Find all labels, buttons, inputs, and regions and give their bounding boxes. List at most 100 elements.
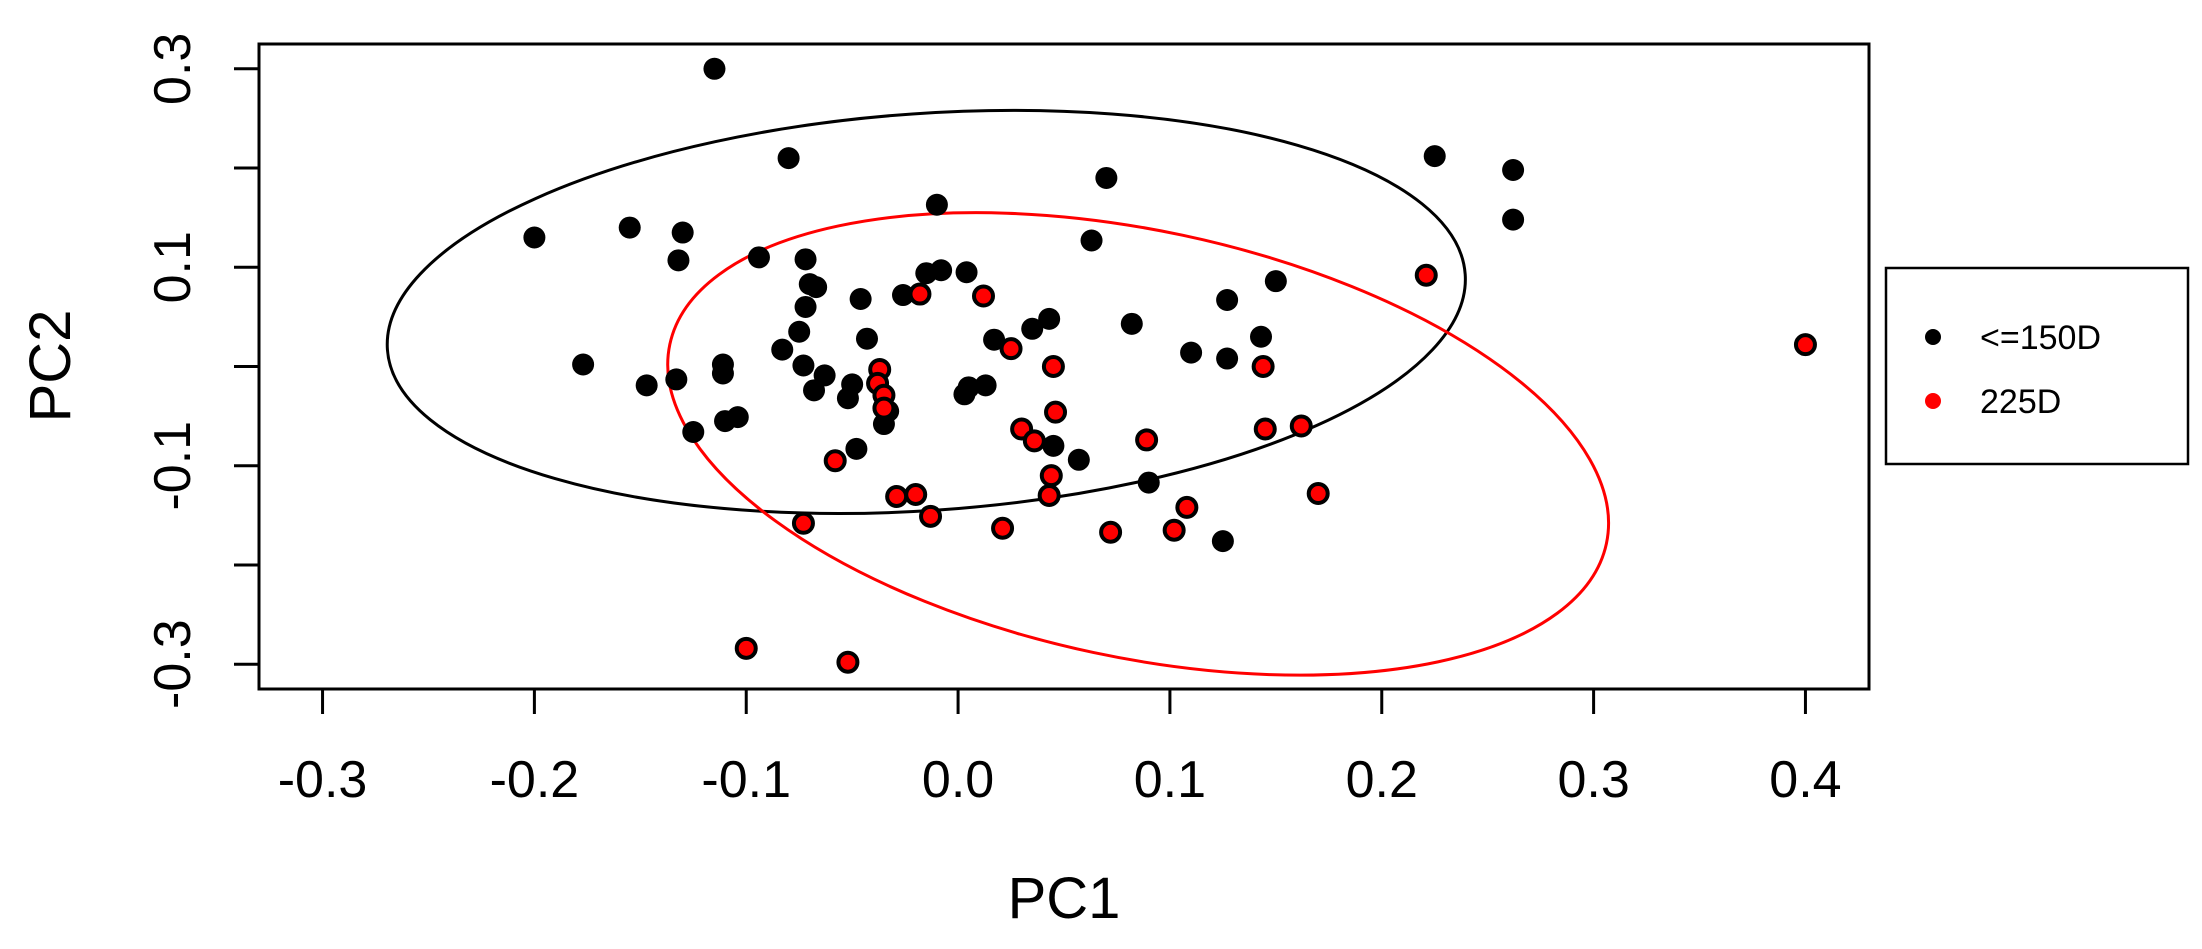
data-point-225d (999, 337, 1023, 361)
data-point-225d (1041, 355, 1065, 378)
x-tick-label: 0.1 (1134, 751, 1206, 809)
data-point-225d (1414, 263, 1438, 287)
data-point-225d (1306, 482, 1330, 506)
legend: <=150D 225D (1884, 266, 2190, 466)
data-point-le150d (667, 249, 690, 272)
y-tick-label: -0.3 (144, 619, 202, 709)
data-point-le150d (1021, 317, 1044, 340)
data-point-le150d (711, 353, 734, 376)
data-point-225d (1251, 355, 1275, 378)
data-point-225d (991, 516, 1015, 540)
legend-label-225d: 225D (1980, 383, 2061, 421)
data-point-225d (734, 636, 758, 660)
data-point-225d (1022, 429, 1046, 453)
data-point-le150d (1038, 307, 1061, 330)
data-point-225d (1793, 333, 1817, 357)
data-point-le150d (836, 387, 859, 410)
data-point-le150d (803, 379, 826, 402)
data-point-le150d (771, 338, 794, 361)
legend-marker-le150d (1925, 329, 1941, 345)
points-layer (523, 57, 1817, 674)
x-tick-label: 0.4 (1769, 751, 1841, 809)
data-point-le150d (1120, 312, 1143, 335)
confidence-ellipse-225d (666, 211, 1611, 677)
data-point-le150d (1180, 341, 1203, 364)
y-tick-label: 0.1 (144, 231, 202, 303)
data-point-le150d (726, 406, 749, 429)
x-tick-label: -0.3 (278, 751, 368, 809)
data-point-le150d (635, 374, 658, 397)
data-point-225d (791, 511, 815, 535)
data-point-le150d (1216, 289, 1239, 312)
data-point-le150d (1250, 325, 1273, 348)
x-axis-title: PC1 (1008, 866, 1121, 931)
data-point-le150d (1095, 166, 1118, 189)
x-tick-label: -0.1 (701, 751, 791, 809)
data-point-le150d (925, 193, 948, 216)
data-point-le150d (1502, 159, 1525, 182)
data-point-225d (908, 282, 932, 306)
data-point-225d (1289, 414, 1313, 438)
y-tick-label: -0.1 (144, 421, 202, 511)
x-tick-label: 0.0 (922, 751, 994, 809)
data-point-225d (1135, 428, 1159, 452)
data-point-le150d (792, 354, 815, 377)
data-point-225d (972, 284, 995, 308)
data-point-le150d (1264, 270, 1287, 293)
data-point-225d (836, 650, 860, 674)
data-point-le150d (671, 221, 694, 244)
data-point-le150d (703, 57, 726, 80)
data-point-225d (1253, 417, 1277, 441)
data-point-le150d (805, 276, 828, 299)
data-point-le150d (930, 259, 953, 282)
y-axis: -0.3 -0.1 0.1 0.3 (144, 33, 261, 709)
data-point-le150d (665, 368, 688, 391)
data-point-225d (904, 483, 928, 507)
data-point-le150d (872, 413, 895, 436)
data-point-le150d (855, 327, 878, 350)
data-point-le150d (849, 288, 872, 311)
x-tick-label: 0.3 (1557, 751, 1629, 809)
data-point-le150d (983, 328, 1006, 351)
data-point-le150d (1216, 347, 1239, 370)
data-point-le150d (572, 353, 595, 376)
data-point-le150d (747, 246, 770, 269)
data-point-le150d (1067, 448, 1090, 471)
data-point-le150d (1502, 208, 1525, 231)
data-point-225d (1044, 400, 1068, 424)
data-point-225d (1039, 464, 1063, 488)
data-point-le150d (1080, 229, 1103, 252)
y-tick-label: 0.3 (144, 33, 202, 105)
legend-marker-225d (1925, 393, 1941, 409)
data-point-225d (872, 396, 896, 420)
data-point-le150d (1137, 471, 1160, 494)
legend-box (1884, 266, 2190, 466)
data-point-le150d (974, 374, 997, 397)
data-point-le150d (1211, 530, 1234, 553)
data-point-le150d (957, 376, 980, 399)
data-point-le150d (788, 320, 811, 343)
data-point-le150d (777, 147, 800, 170)
data-point-le150d (1423, 145, 1446, 168)
confidence-ellipse-le150d (385, 108, 1467, 515)
data-point-le150d (955, 261, 978, 284)
data-point-le150d (682, 420, 705, 443)
x-tick-label: -0.2 (490, 751, 580, 809)
x-tick-label: 0.2 (1346, 751, 1418, 809)
data-point-225d (1099, 520, 1123, 544)
data-point-225d (885, 484, 909, 508)
data-point-225d (1175, 495, 1199, 519)
data-point-225d (1037, 484, 1061, 507)
data-point-225d (1162, 518, 1186, 542)
legend-label-le150d: <=150D (1980, 319, 2101, 357)
data-point-225d (919, 504, 943, 528)
data-point-le150d (523, 226, 546, 249)
y-axis-title: PC2 (18, 310, 83, 423)
ellipse-layer (385, 108, 1611, 677)
data-point-le150d (845, 437, 868, 460)
data-point-le150d (618, 216, 641, 239)
data-point-le150d (892, 284, 914, 307)
data-point-le150d (794, 248, 817, 271)
data-point-225d (823, 449, 847, 473)
data-point-le150d (1042, 434, 1065, 457)
